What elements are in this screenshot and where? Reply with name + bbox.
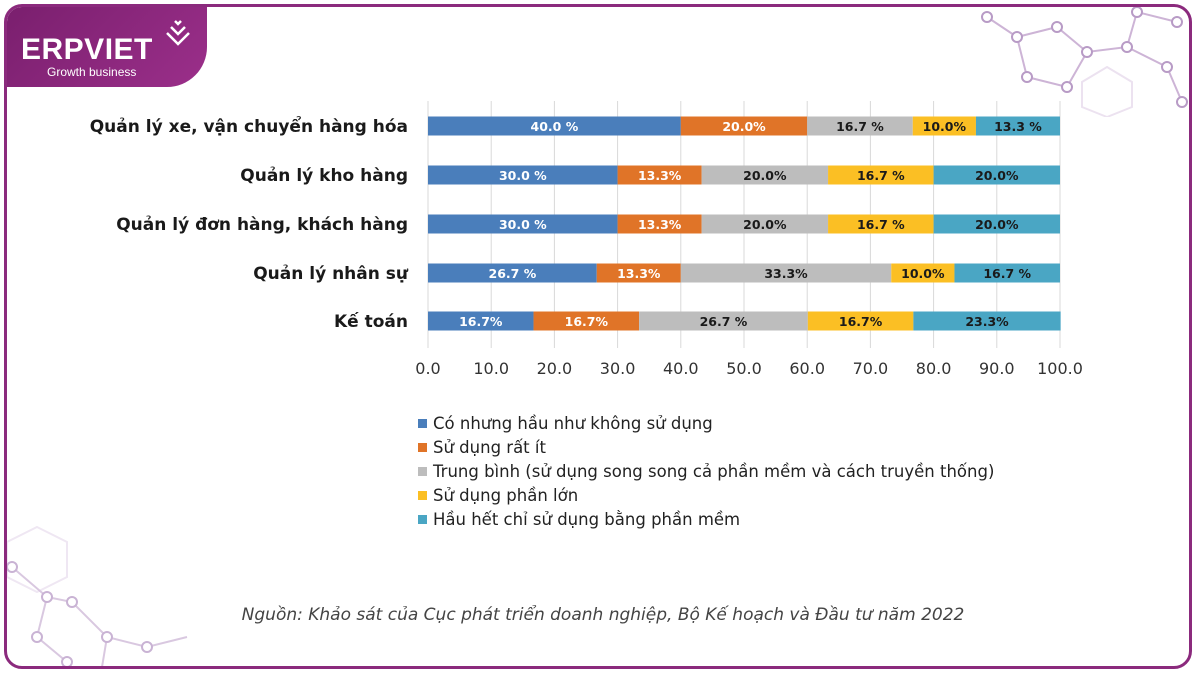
data-label: 16.7 % [857, 168, 905, 183]
bar-segment [533, 311, 640, 331]
data-label: 10.0% [923, 119, 967, 134]
x-axis-ticks: 0.0 10.0 20.0 30.0 40.0 50.0 60.0 70.0 80.0 90.0 1… [415, 359, 1083, 378]
legend-entry: Trung bình (sử dụng song song cả phần mề… [432, 462, 994, 481]
bar-segment [428, 263, 597, 283]
data-label: 16.7 % [836, 119, 884, 134]
x-tick-label: 10.0 [473, 359, 509, 378]
data-label: 33.3% [764, 266, 808, 281]
bar-segment [933, 214, 1060, 234]
x-tick-label: 90.0 [979, 359, 1015, 378]
bar-segment [975, 116, 1060, 136]
erpviet-logo: ERPVIET Growth business [7, 7, 207, 87]
bar-segment [828, 214, 934, 234]
bar-segment [954, 263, 1060, 283]
x-tick-label: 80.0 [916, 359, 952, 378]
category-label: Quản lý nhân sự [253, 264, 409, 284]
legend-entry: Có nhưng hầu như không sử dụng [433, 414, 713, 433]
data-label: 13.3 % [994, 119, 1042, 134]
x-tick-label: 20.0 [537, 359, 573, 378]
bars: 40.0 % 20.0% 16.7 % 10.0% 13.3 % 30.0 % 13.3% 2… [428, 116, 1061, 331]
bar-segment [913, 311, 1061, 331]
bar-segment [617, 165, 702, 185]
data-label: 16.7% [839, 314, 883, 329]
data-label: 16.7 % [857, 217, 905, 232]
bar-segment [807, 116, 913, 136]
x-tick-label: 70.0 [853, 359, 889, 378]
data-label: 23.3% [965, 314, 1009, 329]
x-tick-label: 0.0 [415, 359, 440, 378]
category-label: Kế toán [334, 311, 408, 332]
bar-segment [428, 311, 534, 331]
molecule-decoration-bottom-left [7, 525, 188, 666]
bar-segment [428, 214, 618, 234]
diamond-logo-icon [166, 20, 190, 46]
category-label: Quản lý kho hàng [240, 166, 408, 186]
x-tick-label: 40.0 [663, 359, 699, 378]
bar-segment [828, 165, 934, 185]
category-label: Quản lý xe, vận chuyển hàng hóa [90, 115, 408, 137]
bar-segment [891, 263, 955, 283]
bar-segment [701, 165, 829, 185]
x-tick-label: 100.0 [1037, 359, 1083, 378]
bar-segment [428, 165, 618, 185]
category-labels: Quản lý xe, vận chuyển hàng hóa Quản lý k… [90, 115, 409, 332]
x-tick-label: 30.0 [600, 359, 636, 378]
data-label: 20.0% [743, 168, 787, 183]
bar-segment [807, 311, 914, 331]
data-label: 30.0 % [499, 217, 547, 232]
data-label: 26.7 % [489, 266, 537, 281]
legend-swatch [418, 467, 427, 476]
data-label: 26.7 % [700, 314, 748, 329]
bar-segment [639, 311, 808, 331]
legend-entry: Sử dụng phần lớn [433, 486, 578, 505]
legend-swatch [418, 443, 427, 452]
data-label: 20.0% [975, 168, 1019, 183]
data-label: 13.3% [638, 217, 682, 232]
source-note: Nguồn: Khảo sát của Cục phát triển doanh… [241, 605, 965, 625]
legend-swatch [418, 419, 427, 428]
molecule-decoration-top-right [981, 7, 1188, 117]
x-tick-label: 50.0 [726, 359, 762, 378]
bar-segment [701, 214, 829, 234]
bar-segment [680, 116, 808, 136]
stacked-bar-chart: 40.0 % 20.0% 16.7 % 10.0% 13.3 % 30.0 % 13.3% 2… [90, 101, 1083, 529]
bar-segment [912, 116, 976, 136]
data-label: 20.0% [722, 119, 766, 134]
legend-entry: Hầu hết chỉ sử dụng bằng phần mềm [433, 510, 740, 529]
data-label: 16.7% [565, 314, 609, 329]
data-label: 20.0% [975, 217, 1019, 232]
data-label: 10.0% [901, 266, 945, 281]
bar-segment [428, 116, 681, 136]
data-label: 13.3% [617, 266, 661, 281]
bar-segment [680, 263, 892, 283]
data-label: 13.3% [638, 168, 682, 183]
legend-swatch [418, 491, 427, 500]
legend: Có nhưng hầu như không sử dụng Sử dụng rấ… [418, 414, 994, 529]
logo-tagline: Growth business [47, 65, 137, 79]
category-label: Quản lý đơn hàng, khách hàng [116, 215, 408, 235]
data-label: 40.0 % [531, 119, 579, 134]
bar-segment [596, 263, 681, 283]
legend-swatch [418, 515, 427, 524]
data-label: 16.7 % [983, 266, 1031, 281]
legend-entry: Sử dụng rất ít [433, 438, 546, 457]
data-label: 16.7% [459, 314, 503, 329]
x-tick-label: 60.0 [789, 359, 825, 378]
bar-segment [617, 214, 702, 234]
bar-segment [933, 165, 1060, 185]
data-label: 30.0 % [499, 168, 547, 183]
slide-frame: ERPVIET Growth business 40.0 % 20.0% 16.7 … [4, 4, 1192, 669]
logo-text: ERPVIET [21, 33, 153, 66]
data-label: 20.0% [743, 217, 787, 232]
